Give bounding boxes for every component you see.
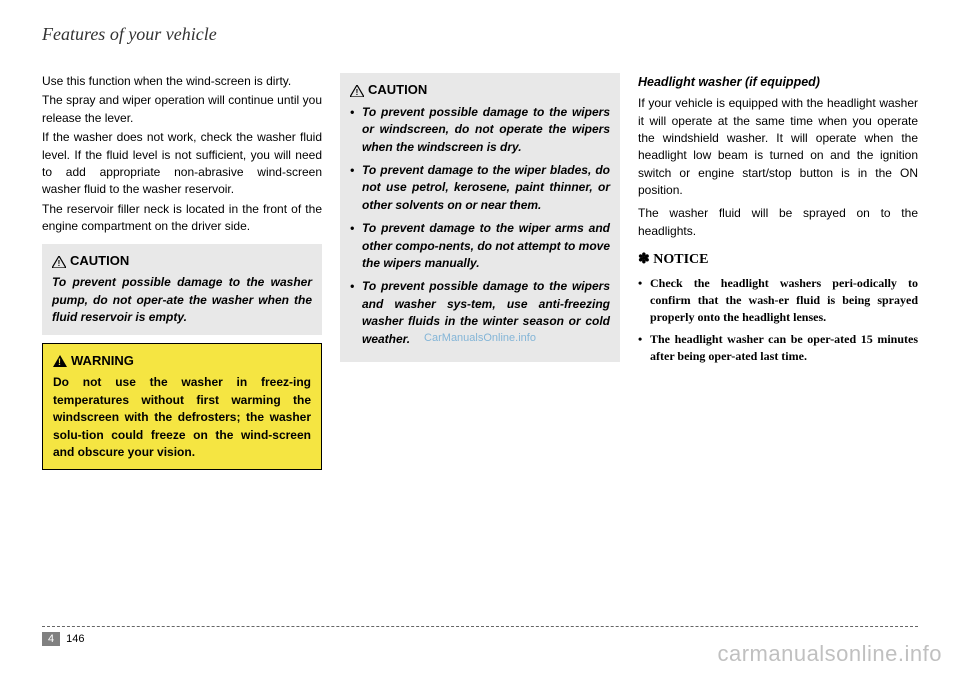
page-number: 146	[60, 632, 90, 646]
notice-title: NOTICE	[653, 252, 708, 267]
page-container: Features of your vehicle Use this functi…	[0, 0, 960, 675]
svg-text:!: !	[58, 259, 61, 268]
warning-title: WARNING	[71, 352, 134, 371]
section-header: Features of your vehicle	[42, 24, 918, 45]
caution-title-1: CAUTION	[70, 252, 129, 271]
content-columns: Use this function when the wind-screen i…	[42, 73, 918, 470]
notice-list: Check the headlight washers peri-odicall…	[638, 275, 918, 366]
caution-header-1: ! CAUTION	[52, 252, 312, 271]
para-headlight-washer-1: If your vehicle is equipped with the hea…	[638, 95, 918, 199]
para-headlight-washer-2: The washer fluid will be sprayed on to t…	[638, 205, 918, 240]
para-reservoir: The reservoir filler neck is located in …	[42, 201, 322, 236]
para-function: Use this function when the wind-screen i…	[42, 73, 322, 90]
para-washer-check: If the washer does not work, check the w…	[42, 129, 322, 199]
column-3: Headlight washer (if equipped) If your v…	[638, 73, 918, 470]
column-1: Use this function when the wind-screen i…	[42, 73, 322, 470]
warning-triangle-icon	[53, 355, 67, 367]
caution-triangle-icon: !	[350, 84, 364, 96]
page-tab: 4	[42, 632, 60, 646]
caution-item: To prevent damage to the wiper blades, d…	[350, 162, 610, 214]
watermark-center: CarManualsOnline.info	[424, 332, 536, 344]
warning-header: WARNING	[53, 352, 311, 371]
svg-text:!: !	[356, 88, 359, 97]
para-spray: The spray and wiper operation will conti…	[42, 92, 322, 127]
notice-symbol-icon: ✽	[638, 252, 650, 267]
caution-item: To prevent damage to the wiper arms and …	[350, 220, 610, 272]
notice-item: Check the headlight washers peri-odicall…	[638, 275, 918, 327]
warning-text: Do not use the washer in freez-ing tempe…	[53, 374, 311, 461]
caution-text-1: To prevent possible damage to the washer…	[52, 274, 312, 326]
caution-title-2: CAUTION	[368, 81, 427, 100]
caution-list-2: To prevent possible damage to the wipers…	[350, 104, 610, 348]
headlight-washer-heading: Headlight washer (if equipped)	[638, 73, 918, 91]
watermark-bottom: carmanualsonline.info	[717, 641, 942, 667]
caution-triangle-icon: !	[52, 255, 66, 267]
notice-header: ✽ NOTICE	[638, 250, 918, 270]
notice-item: The headlight washer can be oper-ated 15…	[638, 331, 918, 366]
caution-item: To prevent possible damage to the wipers…	[350, 104, 610, 156]
caution-header-2: ! CAUTION	[350, 81, 610, 100]
page-number-box: 4 146	[42, 632, 90, 646]
column-2: ! CAUTION To prevent possible damage to …	[340, 73, 620, 470]
warning-box: WARNING Do not use the washer in freez-i…	[42, 343, 322, 471]
caution-box-2: ! CAUTION To prevent possible damage to …	[340, 73, 620, 362]
caution-box-1: ! CAUTION To prevent possible damage to …	[42, 244, 322, 335]
